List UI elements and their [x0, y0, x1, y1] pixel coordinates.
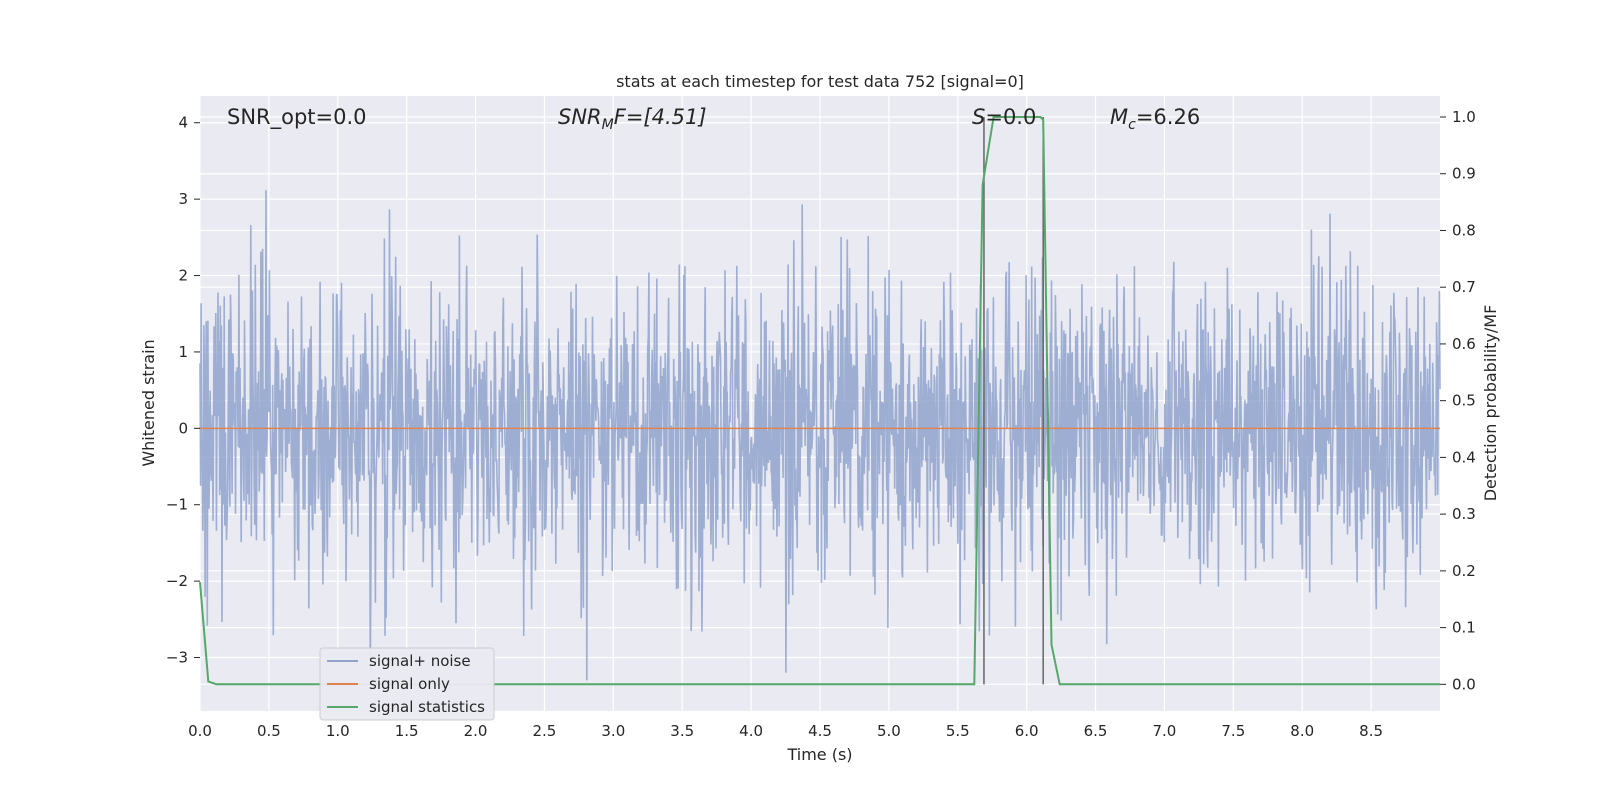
y-axis-label-right: Detection probability/MF: [1481, 305, 1500, 502]
tick-labels: 0.0 0.5 1.0 1.5 2.0 2.5 3.0 3.5 4.0 4.5 5.0 5.5 6.0 6…: [166, 108, 1476, 740]
annotation-snr-mf-sub: M: [602, 117, 614, 133]
y-tick-label-right: 0.8: [1452, 221, 1476, 239]
y-tick-label-right: 1.0: [1452, 108, 1476, 126]
y-tick-label-right: 0.7: [1452, 278, 1476, 296]
legend-label-signal-only: signal only: [369, 675, 450, 693]
y-tick-label-right: 0.6: [1452, 335, 1476, 353]
annotation-s-rest: =0.0: [985, 105, 1036, 129]
signal-statistics-line: [199, 116, 1440, 686]
x-tick-label: 3.0: [601, 722, 625, 740]
annotation-snr-mf: SNRMF=[4.51]: [558, 105, 707, 133]
signal-noise-series: [199, 190, 1441, 681]
x-tick-label: 1.0: [326, 722, 350, 740]
legend-label-signal-statistics: signal statistics: [369, 698, 485, 716]
y-tick-label-left: 0: [178, 419, 188, 437]
annotation-mc: Mc=6.26: [1110, 105, 1200, 133]
y-tick-label-right: 0.4: [1452, 448, 1476, 466]
y-tick-label-left: −1: [166, 496, 188, 514]
annotation-mc-rest: =6.26: [1136, 105, 1200, 129]
x-tick-label: 4.0: [739, 722, 763, 740]
annotation-snr-opt: SNR_opt=0.0: [227, 105, 367, 130]
x-tick-label: 5.5: [946, 722, 970, 740]
y-tick-label-left: −3: [166, 649, 188, 667]
y-tick-label-right: 0.9: [1452, 165, 1476, 183]
x-tick-label: 2.5: [533, 722, 557, 740]
y-tick-label-right: 0.3: [1452, 505, 1476, 523]
x-tick-label: 5.0: [877, 722, 901, 740]
y-axis-label-left: Whitened strain: [139, 339, 158, 466]
x-tick-label: 8.0: [1290, 722, 1314, 740]
signal-noise-line: [199, 190, 1441, 681]
y-tick-label-right: 0.0: [1452, 675, 1476, 693]
legend-box: [319, 647, 495, 721]
x-tick-label: 3.5: [670, 722, 694, 740]
x-tick-label: 2.0: [464, 722, 488, 740]
annotation-snr-mf-main: SNR: [558, 105, 602, 129]
y-tick-label-left: 2: [178, 267, 188, 285]
y-tick-label-right: 0.2: [1452, 562, 1476, 580]
x-tick-label: 6.5: [1084, 722, 1108, 740]
y-tick-label-right: 0.1: [1452, 619, 1476, 637]
x-tick-label: 7.5: [1221, 722, 1245, 740]
x-axis-label: Time (s): [786, 745, 852, 764]
legend-label-signal-noise: signal+ noise: [369, 652, 471, 670]
legend: signal+ noise signal only signal statist…: [319, 647, 495, 721]
annotation-s-main: S: [972, 105, 985, 129]
chart-title: stats at each timestep for test data 752…: [616, 72, 1024, 91]
y-tick-label-right: 0.5: [1452, 392, 1476, 410]
x-tick-label: 0.0: [188, 722, 212, 740]
annotation-mc-main: M: [1110, 105, 1128, 129]
y-tick-label-left: 4: [178, 114, 188, 132]
x-tick-label: 8.5: [1359, 722, 1383, 740]
line-series: [199, 116, 1440, 686]
x-tick-label: 6.0: [1015, 722, 1039, 740]
y-tick-label-left: −2: [166, 572, 188, 590]
annotation-snr-mf-rest: F=[4.51]: [614, 105, 707, 129]
x-tick-label: 4.5: [808, 722, 832, 740]
x-tick-label: 1.5: [395, 722, 419, 740]
x-tick-label: 0.5: [257, 722, 281, 740]
y-tick-label-left: 3: [178, 190, 188, 208]
x-tick-label: 7.0: [1153, 722, 1177, 740]
y-tick-label-left: 1: [178, 343, 188, 361]
annotation-s: S=0.0: [972, 105, 1036, 129]
annotation-mc-sub: c: [1128, 117, 1136, 133]
